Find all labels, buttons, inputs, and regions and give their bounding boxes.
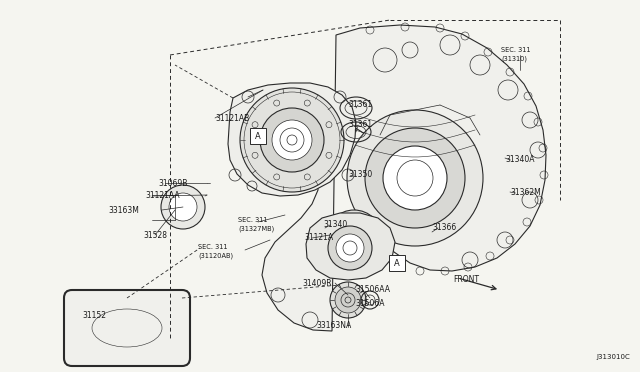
Text: 31340A: 31340A [505,154,534,164]
Text: 31366: 31366 [432,222,456,231]
Text: 31361: 31361 [348,99,372,109]
Text: A: A [394,259,400,267]
Text: FRONT: FRONT [453,276,479,285]
Text: J313010C: J313010C [596,354,630,360]
Text: 31340: 31340 [323,219,348,228]
Text: 31152: 31152 [82,311,106,320]
Polygon shape [306,213,395,280]
Circle shape [383,146,447,210]
Text: (31310): (31310) [501,56,527,62]
Text: A: A [255,131,261,141]
Circle shape [347,110,483,246]
Text: SEC. 311: SEC. 311 [198,244,227,250]
Text: 31506A: 31506A [355,298,385,308]
Circle shape [272,120,312,160]
Text: 31121A: 31121A [304,232,333,241]
Circle shape [328,226,372,270]
Text: 31121AB: 31121AB [215,113,249,122]
Bar [250,128,266,144]
Circle shape [335,287,361,313]
Text: SEC. 311: SEC. 311 [501,47,531,53]
Text: 31361: 31361 [348,119,372,128]
Circle shape [330,282,366,318]
Text: 31506AA: 31506AA [355,285,390,295]
Text: 31069B: 31069B [158,179,188,187]
Circle shape [161,185,205,229]
Text: SEC. 311: SEC. 311 [238,217,268,223]
Text: 31528: 31528 [143,231,167,240]
Text: (31327MB): (31327MB) [238,226,275,232]
Bar [389,255,405,271]
Polygon shape [228,83,356,196]
Text: 33163M: 33163M [108,205,139,215]
Circle shape [169,193,197,221]
Text: 31409R: 31409R [302,279,332,288]
Circle shape [326,210,382,266]
Circle shape [336,234,364,262]
Text: 31350: 31350 [348,170,372,179]
Polygon shape [262,25,546,331]
Text: 33163NA: 33163NA [316,321,351,330]
Text: (31120AB): (31120AB) [198,253,233,259]
Text: 31362M: 31362M [510,187,541,196]
Circle shape [240,88,344,192]
Circle shape [365,128,465,228]
FancyBboxPatch shape [64,290,190,366]
Text: 31121AA: 31121AA [145,190,180,199]
Circle shape [260,108,324,172]
